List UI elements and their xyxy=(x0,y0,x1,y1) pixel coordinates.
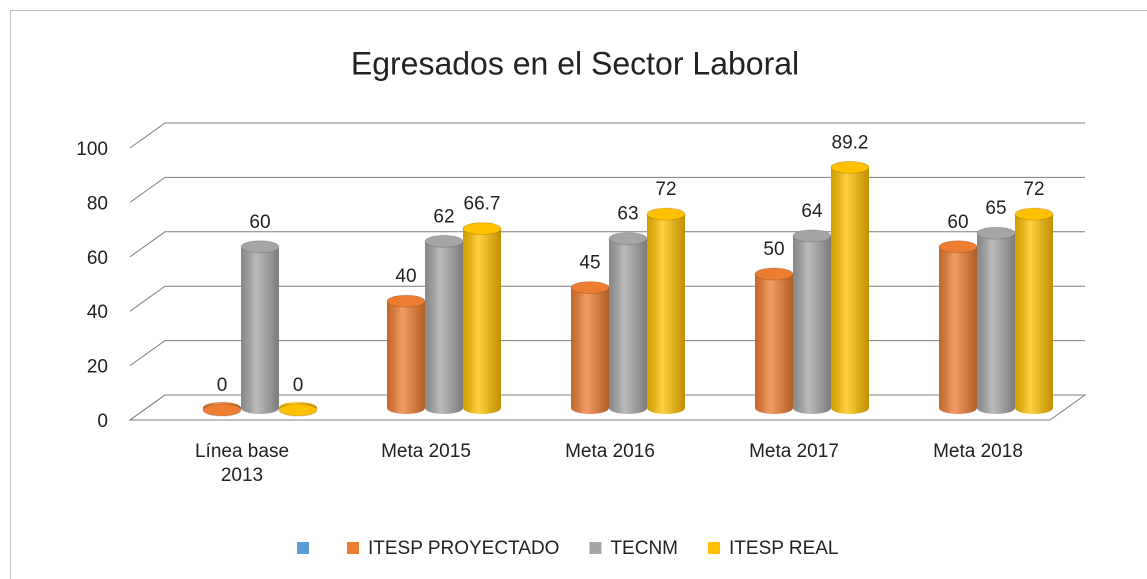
bar-top xyxy=(570,281,610,295)
bar-bottom-shade xyxy=(831,402,869,414)
bar-bottom-shade xyxy=(793,402,831,414)
bar-bottom-shade xyxy=(755,402,793,414)
y-tick-label: 100 xyxy=(76,139,108,160)
data-label: 66.7 xyxy=(464,194,501,215)
bar-bottom-shade xyxy=(387,402,425,414)
bar-shade xyxy=(387,301,425,408)
bar-top xyxy=(278,403,318,417)
bar-shade xyxy=(977,233,1015,408)
bar-bottom-shade xyxy=(977,402,1015,414)
bar-bottom-shade xyxy=(647,402,685,414)
chart-frame xyxy=(10,10,1147,579)
grid-line xyxy=(129,122,1085,149)
bar-shade xyxy=(1015,214,1053,408)
y-tick-label: 40 xyxy=(87,302,108,323)
legend-label: ITESP PROYECTADO xyxy=(368,538,559,559)
y-tick-label: 80 xyxy=(87,193,108,214)
x-tick-label: Línea base 2013 xyxy=(194,441,290,486)
legend-swatch xyxy=(297,542,309,554)
legend-label: ITESP REAL xyxy=(729,538,838,559)
data-label: 72 xyxy=(1023,179,1044,200)
bar-top xyxy=(976,226,1016,240)
x-tick-label: Meta 2017 xyxy=(749,441,839,462)
x-tick-label: Meta 2016 xyxy=(565,441,655,462)
bar-shade xyxy=(241,246,279,408)
data-label: 60 xyxy=(947,212,968,233)
bar-top xyxy=(754,267,794,281)
bar-bottom-shade xyxy=(609,402,647,414)
bar-bottom-shade xyxy=(571,402,609,414)
data-label: 89.2 xyxy=(832,132,869,153)
legend-swatch xyxy=(708,542,721,554)
y-tick-label: 20 xyxy=(87,357,108,378)
bar-top xyxy=(1014,207,1054,221)
bar-top xyxy=(202,403,242,417)
bar-top xyxy=(608,232,648,246)
legend-swatch xyxy=(589,542,602,554)
bar-top xyxy=(424,234,464,248)
bar-shade xyxy=(609,238,647,408)
bar-top xyxy=(462,222,502,236)
legend-label: TECNM xyxy=(610,538,678,559)
bar-bottom-shade xyxy=(463,402,501,414)
data-label: 0 xyxy=(217,375,228,396)
bar-bottom-shade xyxy=(425,402,463,414)
data-label: 72 xyxy=(655,179,676,200)
legend-swatch xyxy=(347,542,359,554)
bar-top xyxy=(938,240,978,254)
data-label: 0 xyxy=(293,375,304,396)
x-tick-label: Meta 2018 xyxy=(933,441,1023,462)
bar-top xyxy=(646,207,686,221)
data-label: 62 xyxy=(433,206,454,227)
data-label: 63 xyxy=(617,204,638,225)
y-tick-label: 0 xyxy=(97,411,108,432)
data-label: 65 xyxy=(985,198,1006,219)
data-label: 45 xyxy=(579,253,600,274)
bar-shade xyxy=(939,246,977,408)
chart-title: Egresados en el Sector Laboral xyxy=(351,45,799,81)
bar-shade xyxy=(647,214,685,408)
grid-line xyxy=(129,176,1085,203)
bar-bottom-shade xyxy=(939,402,977,414)
bar-shade xyxy=(425,241,463,408)
data-label: 40 xyxy=(395,266,416,287)
bar-shade xyxy=(571,287,609,408)
data-label: 64 xyxy=(801,201,823,222)
bar-top xyxy=(792,229,832,243)
bar-shade xyxy=(755,274,793,408)
bar-shade xyxy=(793,235,831,408)
y-tick-label: 60 xyxy=(87,248,108,269)
grid-line xyxy=(129,231,1085,258)
bar-shade xyxy=(463,228,501,408)
bar-bottom-shade xyxy=(241,402,279,414)
data-label: 60 xyxy=(249,212,270,233)
bar-top xyxy=(830,160,870,174)
bar-shade xyxy=(831,167,869,408)
x-tick-label: Meta 2015 xyxy=(381,441,471,462)
bar-top xyxy=(386,294,426,308)
bar-bottom-shade xyxy=(1015,402,1053,414)
data-label: 50 xyxy=(763,239,784,260)
bar-top xyxy=(240,240,280,254)
